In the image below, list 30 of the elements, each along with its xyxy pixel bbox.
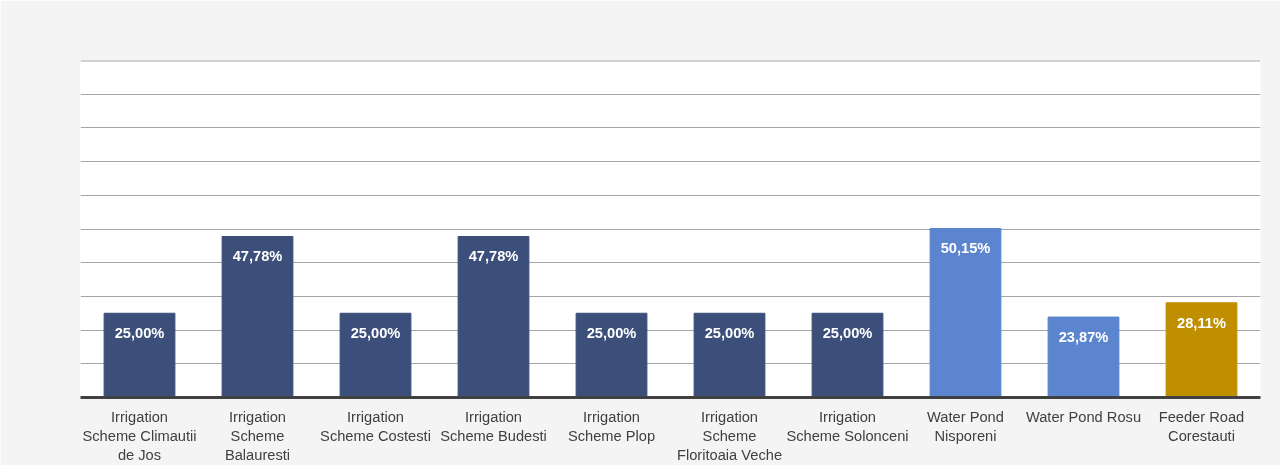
x-tick-label: Irrigation Scheme Plop — [567, 408, 656, 444]
bar — [457, 235, 530, 398]
data-label: 47,78% — [232, 248, 283, 265]
data-label: 23,87% — [1058, 329, 1109, 346]
data-label: 25,00% — [586, 325, 637, 342]
bar — [339, 312, 412, 398]
x-tick-label: Water Pond Rosu — [1025, 408, 1142, 425]
data-label: 47,78% — [468, 248, 519, 265]
x-tick-label: Water Pond Nisporeni — [927, 408, 1004, 444]
x-tick-label: Irrigation Scheme Costesti — [320, 408, 431, 444]
bar — [929, 227, 1002, 398]
bar — [811, 312, 884, 398]
data-label: 25,00% — [114, 325, 165, 342]
data-label: 25,00% — [822, 325, 873, 342]
x-tick-label: Feeder Road Corestauti — [1158, 408, 1245, 444]
x-tick-label: Irrigation Scheme Budesti — [440, 408, 547, 444]
bar — [103, 312, 176, 398]
data-label: 25,00% — [704, 325, 755, 342]
data-label: 25,00% — [350, 325, 401, 342]
x-tick-label: Irrigation Scheme Climautii de Jos — [82, 408, 197, 463]
bar — [693, 312, 766, 398]
data-label: 50,15% — [940, 240, 991, 257]
bar — [1047, 316, 1120, 398]
bar — [221, 235, 294, 398]
x-tick-label: Irrigation Scheme Solonceni — [786, 408, 909, 444]
bar — [1165, 302, 1238, 398]
bar — [575, 312, 648, 398]
x-tick-label: Irrigation Scheme Floritoaia Veche — [676, 408, 783, 463]
x-tick-label: Irrigation Scheme Balauresti — [224, 408, 291, 463]
data-label: 28,11% — [1177, 314, 1226, 331]
